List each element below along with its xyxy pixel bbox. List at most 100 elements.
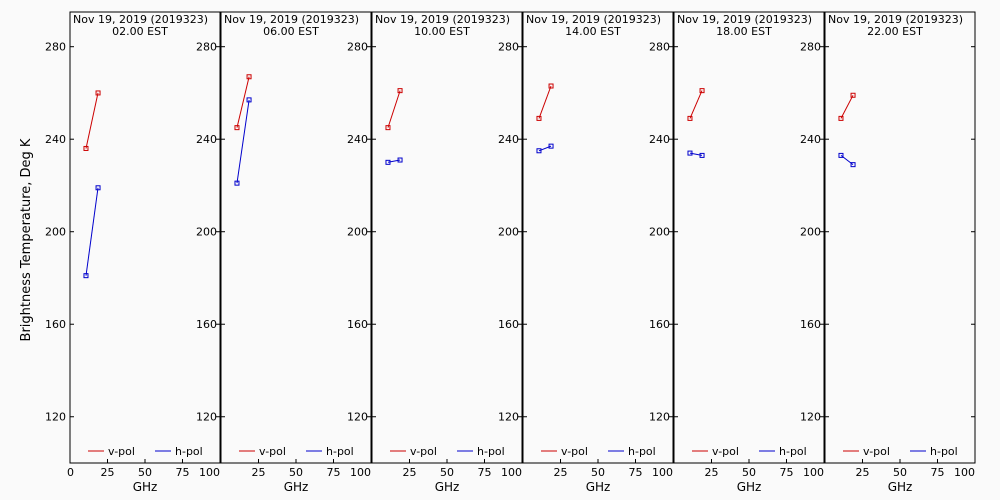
series-line-h-pol [85,187,99,276]
legend-label: h-pol [477,445,505,458]
series-line-v-pol [689,90,703,119]
y-tick-label: 160 [498,318,519,331]
series-line-v-pol [236,76,250,128]
y-tick-label: 120 [498,411,519,424]
x-tick-label: 50 [893,466,907,479]
x-tick-label: 75 [327,466,341,479]
legend-label: v-pol [108,445,135,458]
data-point [83,273,89,279]
chart-panel: 120 160 200 240 280 0 25 50 75 100 GHz Nov 19, 2019… [45,11,221,494]
panel-subtitle: 02.00 EST [112,25,168,38]
y-tick-label: 160 [347,318,368,331]
x-tick-label: 25 [856,466,870,479]
data-point [95,90,101,96]
plot-frame [824,11,976,464]
y-tick-label: 240 [45,133,66,146]
data-point [397,88,403,94]
y-tick-label: 280 [45,41,66,54]
data-point [246,97,252,103]
y-tick-label: 280 [498,41,519,54]
y-tick-label: 200 [45,226,66,239]
series-line-h-pol [236,99,250,184]
x-tick-label: 75 [176,466,190,479]
data-point [687,150,693,156]
panel-title: Nov 19, 2019 (2019323) [224,13,359,26]
x-axis-label: GHz [586,480,611,494]
y-tick-label: 120 [196,411,217,424]
data-point [95,185,101,191]
x-tick-label: 25 [403,466,417,479]
y-tick-label: 160 [45,318,66,331]
x-tick-label: 75 [780,466,794,479]
legend-label: h-pol [779,445,807,458]
legend-label: h-pol [326,445,354,458]
y-tick-label: 200 [498,226,519,239]
x-tick-label: 100 [199,466,220,479]
data-point [385,125,391,131]
data-point [536,115,542,121]
x-tick-label: 0 [67,466,74,479]
legend-label: v-pol [712,445,739,458]
data-point [548,83,554,89]
y-tick-label: 240 [649,133,670,146]
data-point [246,74,252,80]
chart-panel: 120 160 200 240 280 25 50 75 100 GHz Nov 19, 2019 … [347,11,523,494]
legend-label: v-pol [561,445,588,458]
y-tick-label: 240 [800,133,821,146]
panel-title: Nov 19, 2019 (2019323) [677,13,812,26]
panel-title: Nov 19, 2019 (2019323) [526,13,661,26]
legend-label: h-pol [628,445,656,458]
legend-label: v-pol [863,445,890,458]
x-axis-label: GHz [888,480,913,494]
legend-label: v-pol [410,445,437,458]
legend-label: h-pol [930,445,958,458]
x-axis-label: GHz [284,480,309,494]
y-tick-label: 280 [649,41,670,54]
y-tick-label: 160 [649,318,670,331]
y-tick-label: 200 [196,226,217,239]
x-tick-label: 100 [954,466,975,479]
y-axis-label: Brightness Temperature, Deg K [19,138,34,341]
x-tick-label: 100 [501,466,522,479]
x-tick-label: 50 [440,466,454,479]
data-point [385,159,391,165]
y-tick-label: 200 [347,226,368,239]
x-tick-label: 100 [652,466,673,479]
series-line-v-pol [538,85,552,119]
data-point [83,145,89,151]
data-point [850,162,856,168]
panel-subtitle: 06.00 EST [263,25,319,38]
x-tick-label: 50 [138,466,152,479]
y-tick-label: 120 [45,411,66,424]
x-tick-label: 75 [478,466,492,479]
panel-subtitle: 10.00 EST [414,25,470,38]
y-tick-label: 200 [649,226,670,239]
x-tick-label: 75 [629,466,643,479]
y-tick-label: 280 [347,41,368,54]
y-tick-label: 280 [196,41,217,54]
panel-title: Nov 19, 2019 (2019323) [73,13,208,26]
y-tick-label: 240 [196,133,217,146]
panel-subtitle: 18.00 EST [716,25,772,38]
data-point [397,157,403,163]
chart-panel: 120 160 200 240 280 25 50 75 100 GHz Nov 19, 2019 … [649,11,825,494]
chart-panel: 120 160 200 240 280 25 50 75 100 GHz Nov 19, 2019 … [196,11,372,494]
y-tick-label: 280 [800,41,821,54]
x-tick-label: 100 [350,466,371,479]
series-line-v-pol [85,92,99,149]
data-point [699,152,705,158]
x-axis-label: GHz [133,480,158,494]
data-point [699,88,705,94]
legend-label: v-pol [259,445,286,458]
data-point [838,152,844,158]
data-point [838,115,844,121]
data-point [234,125,240,131]
x-axis-label: GHz [435,480,460,494]
panel-title: Nov 19, 2019 (2019323) [375,13,510,26]
panel-subtitle: 14.00 EST [565,25,621,38]
panel-subtitle: 22.00 EST [867,25,923,38]
series-line-v-pol [387,90,401,128]
y-tick-label: 200 [800,226,821,239]
y-tick-label: 120 [800,411,821,424]
